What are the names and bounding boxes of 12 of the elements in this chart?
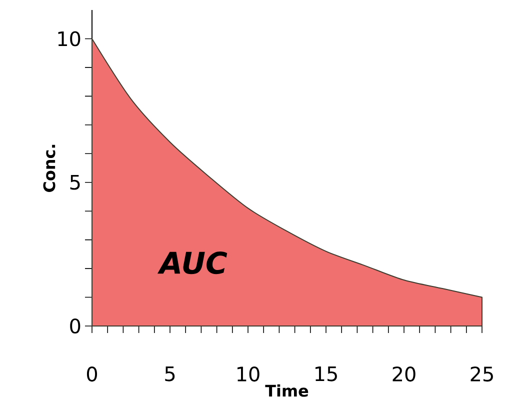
y-tick-label: 0 xyxy=(70,318,80,334)
x-tick-label: 20 xyxy=(392,366,416,382)
y-tick-label: 10 xyxy=(58,31,80,46)
x-axis-title: Time xyxy=(265,384,308,397)
y-axis-title: Conc. xyxy=(43,144,56,192)
y-tick-label: 5 xyxy=(70,174,80,190)
x-tick-label: 5 xyxy=(165,366,175,382)
x-tick-label: 10 xyxy=(238,366,260,382)
x-tick-label: 15 xyxy=(316,366,337,382)
annotation: AUC xyxy=(157,251,228,274)
x-tick-label: 25 xyxy=(470,366,493,382)
x-tick-label: 0 xyxy=(86,366,98,382)
